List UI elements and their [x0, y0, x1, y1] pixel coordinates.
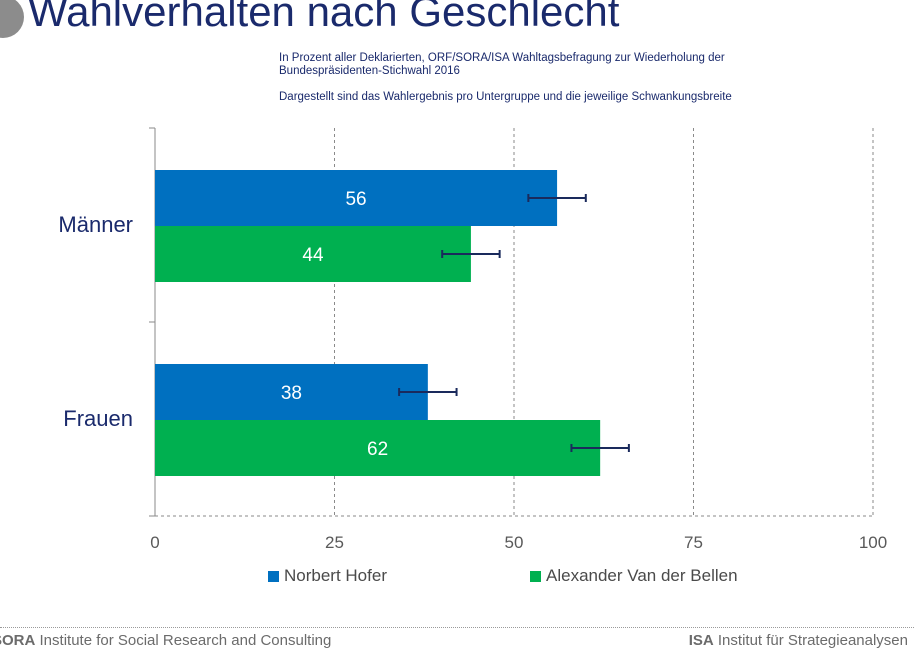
- footer-right-brand: ISA: [688, 632, 714, 649]
- legend-swatch-hofer: [268, 570, 279, 582]
- footer-left: SORA Institute for Social Research and C…: [0, 632, 331, 649]
- subtitle-line-1: In Prozent aller Deklarierten, ORF/SORA/…: [279, 52, 725, 64]
- legend-swatch-vdb: [530, 570, 541, 582]
- category-label: Frauen: [63, 406, 133, 431]
- bar: [155, 364, 428, 420]
- x-tick-label: 75: [684, 533, 703, 552]
- legend-label-hofer: Norbert Hofer: [284, 566, 387, 585]
- footer-left-text: Institute for Social Research and Consul…: [35, 632, 332, 649]
- data-label: 62: [367, 439, 388, 460]
- page-title: Wahlverhalten nach Geschlecht: [28, 0, 620, 35]
- footer-right: ISA Institut für Strategieanalysen: [689, 632, 908, 649]
- legend-item-vdb: Alexander Van der Bellen: [530, 566, 738, 586]
- footer-divider: [0, 627, 914, 628]
- bar: [155, 170, 558, 226]
- data-label: 56: [345, 189, 366, 210]
- footer-right-text: Institut für Strategieanalysen: [713, 632, 908, 649]
- subtitle-line-2: Bundespräsidenten-Stichwahl 2016: [279, 65, 460, 77]
- x-tick-label: 100: [859, 533, 887, 552]
- legend-label-vdb: Alexander Van der Bellen: [546, 566, 738, 585]
- category-label: Männer: [58, 212, 133, 237]
- chart-note: Dargestellt sind das Wahlergebnis pro Un…: [279, 91, 732, 103]
- bar: [155, 420, 601, 476]
- data-label: 44: [302, 245, 324, 266]
- bar-chart: 0 25 50 75 100 Männer 56 44 Frauen 38 62: [58, 127, 887, 552]
- subtitle: In Prozent aller Deklarierten, ORF/SORA/…: [279, 52, 879, 78]
- legend-item-hofer: Norbert Hofer: [268, 566, 387, 586]
- data-label: 38: [281, 383, 302, 404]
- footer-left-brand: SORA: [0, 632, 36, 649]
- x-tick-label: 50: [505, 533, 524, 552]
- x-tick-label: 0: [150, 533, 159, 552]
- bar: [155, 226, 471, 282]
- x-tick-label: 25: [325, 533, 344, 552]
